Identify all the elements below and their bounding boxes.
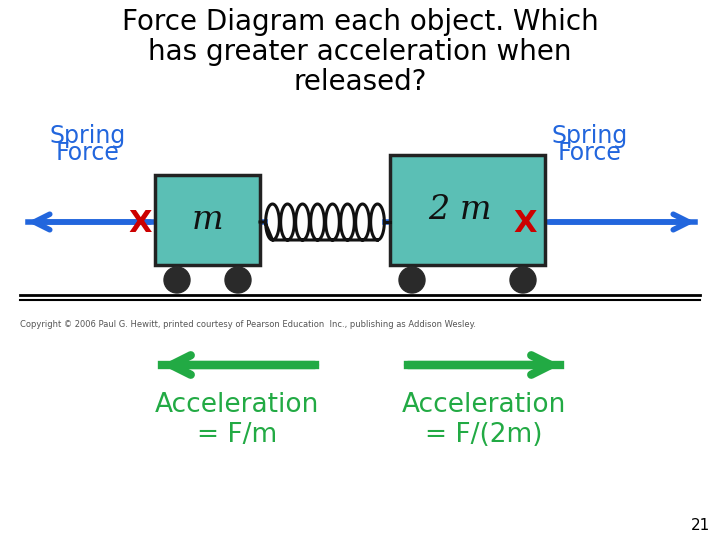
Text: Copyright © 2006 Paul G. Hewitt, printed courtesy of Pearson Education  Inc., pu: Copyright © 2006 Paul G. Hewitt, printed… [20,320,476,329]
Text: = F/(2m): = F/(2m) [426,422,543,448]
Text: Force: Force [56,141,120,165]
Text: 2 m: 2 m [428,194,491,226]
Text: X: X [128,210,152,239]
Text: 21: 21 [690,518,710,533]
FancyBboxPatch shape [390,155,545,265]
Text: Spring: Spring [50,124,126,148]
Circle shape [225,267,251,293]
Text: = F/m: = F/m [197,422,277,448]
Text: Force: Force [558,141,622,165]
FancyBboxPatch shape [155,175,260,265]
Circle shape [164,267,190,293]
Text: Acceleration: Acceleration [402,392,566,418]
Text: Force Diagram each object. Which: Force Diagram each object. Which [122,8,598,36]
Text: X: X [513,210,536,239]
Text: m: m [192,204,223,236]
Circle shape [399,267,425,293]
Circle shape [510,267,536,293]
Text: Spring: Spring [552,124,628,148]
Text: has greater acceleration when: has greater acceleration when [148,38,572,66]
Text: released?: released? [293,68,427,96]
Text: Acceleration: Acceleration [155,392,319,418]
